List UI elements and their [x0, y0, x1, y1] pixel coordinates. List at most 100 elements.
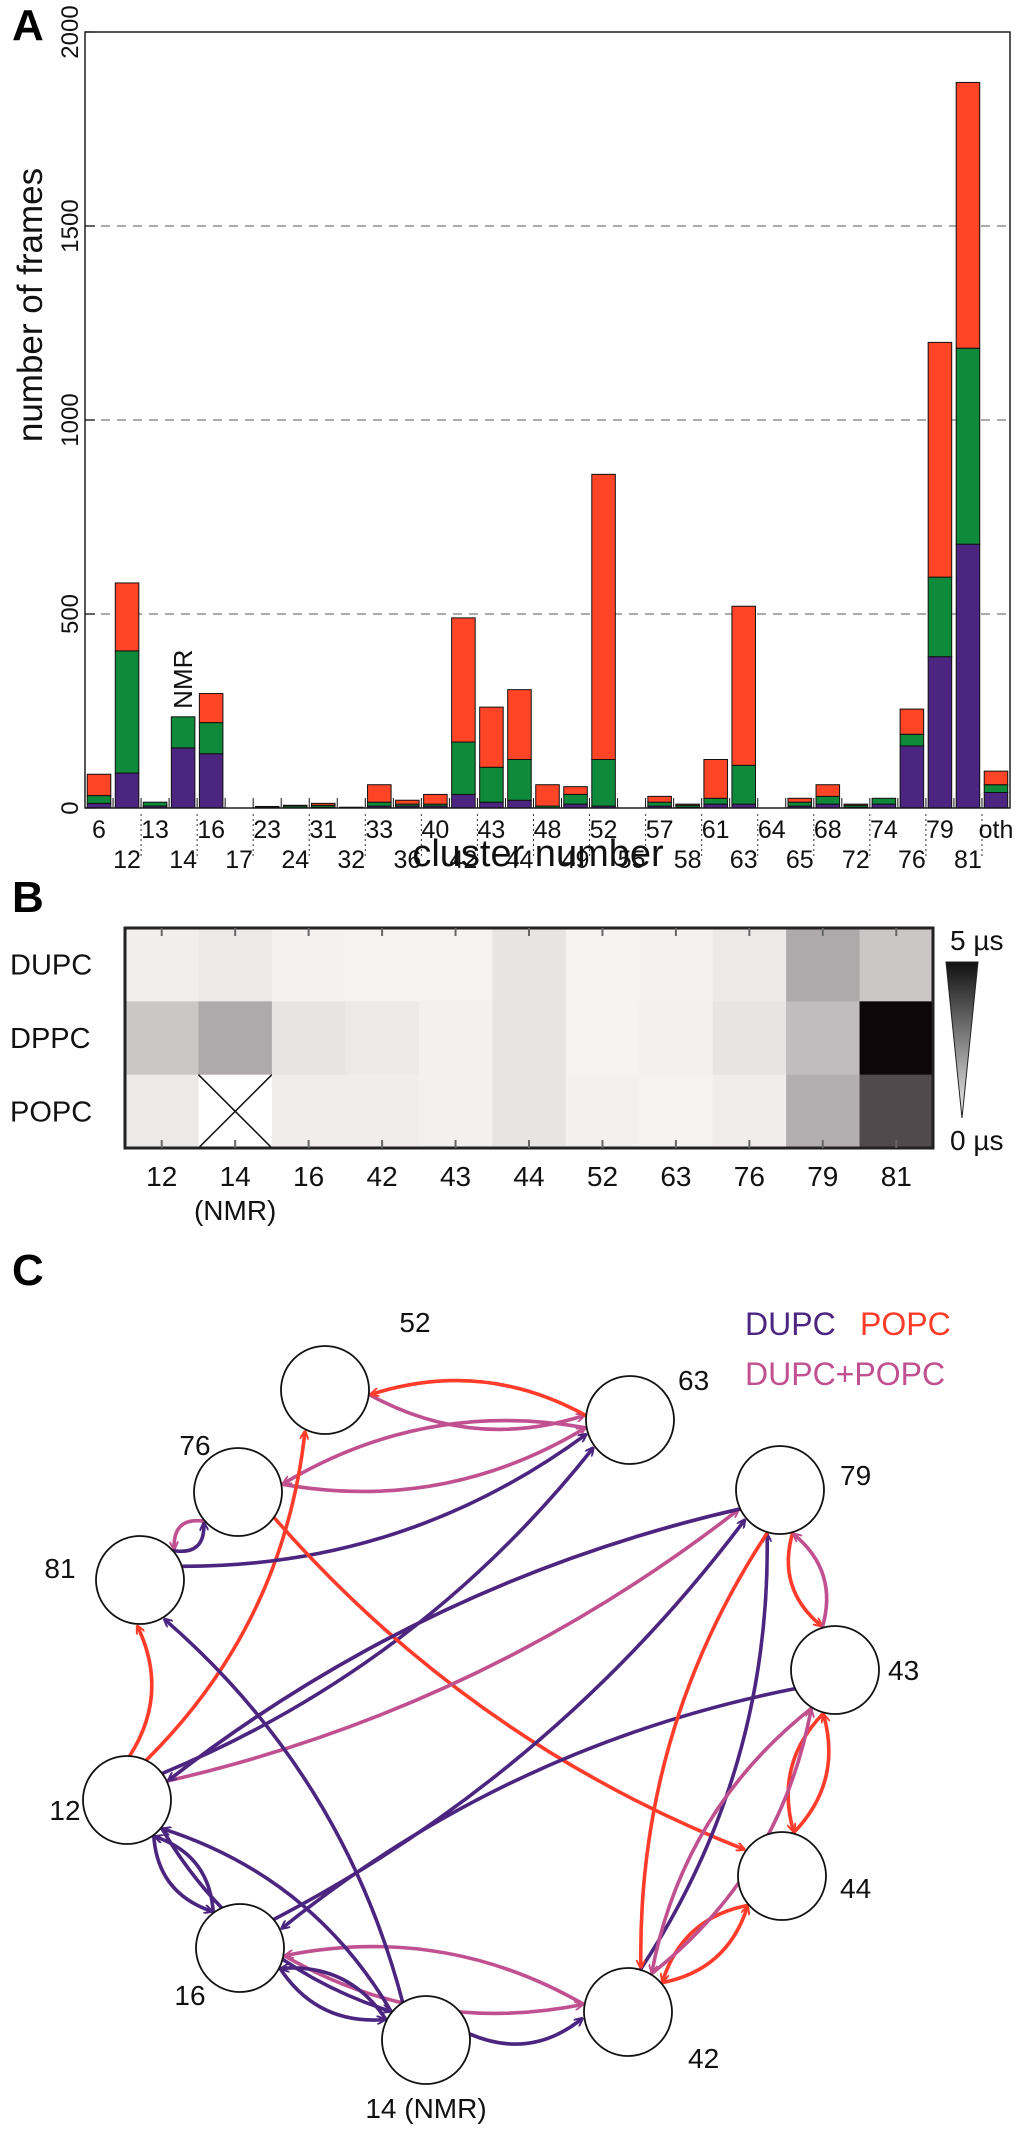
legend-dupc: DUPC: [745, 1306, 836, 1342]
column-label-44: 44: [513, 1161, 544, 1192]
bar-42-popc: [451, 617, 476, 743]
x-tick-label-63: 63: [730, 846, 758, 874]
heatmap-cell-dupc-44: [492, 928, 567, 1002]
bar-79-dupc: [927, 656, 953, 809]
bar-76-popc: [899, 708, 925, 735]
bar-72-popc: [843, 803, 869, 806]
column-sublabel-14: (NMR): [194, 1195, 276, 1226]
bar-81-popc: [955, 81, 981, 349]
bar-14-dppc: [170, 716, 196, 749]
bar-52-dppc: [591, 759, 616, 807]
bar-68-dppc: [815, 795, 841, 805]
y-tick-label-1000: 1000: [57, 393, 84, 446]
heatmap-cell-dppc-81: [859, 1001, 934, 1076]
edge-76-to-63: [280, 1428, 584, 1494]
x-tick-label-23: 23: [253, 816, 281, 844]
x-tick-label-24: 24: [281, 846, 309, 874]
column-label-79: 79: [807, 1161, 838, 1192]
edge-81-to-63: [181, 1434, 586, 1569]
heatmap-cell-dupc-76: [712, 928, 787, 1002]
heatmap-cell-dppc-14: [198, 1001, 273, 1076]
panel-b-heatmap: B DUPC DPPC POPC 12 14(NMR) 16 42 43 44 52 63 76 79…: [10, 873, 1003, 1226]
heatmap-cells: [123, 926, 935, 1150]
panel-a-label: A: [12, 1, 44, 50]
heatmap-cell-popc-16: [271, 1074, 346, 1149]
bar-65-popc: [787, 797, 813, 803]
x-tick-label-31: 31: [309, 816, 337, 844]
colorbar: 5 µs 0 µs: [945, 925, 1003, 1156]
x-tick-label-43: 43: [478, 816, 506, 844]
heatmap-cell-dupc-63: [639, 928, 714, 1002]
edge-76-to-44: [272, 1516, 744, 1849]
bar-74-dppc: [871, 797, 897, 805]
node-label-42: 42: [688, 2043, 719, 2074]
heatmap-cell-dppc-42: [345, 1001, 420, 1076]
network-edges: [128, 1378, 831, 2046]
x-tick-label-17: 17: [225, 846, 253, 874]
panel-c-network: C 52 63 76 79 81 43 12 44 16 42 14 (NMR) DUPC POPC…: [12, 1246, 951, 2124]
legend: DUPC POPC DUPC+POPC: [745, 1306, 951, 1392]
heatmap-cell-dppc-12: [125, 1001, 199, 1076]
heatmap-cell-dupc-14: [198, 928, 273, 1002]
bar-43-dppc: [479, 766, 504, 803]
bar-49-dppc: [563, 793, 588, 805]
edge-14-to-12: [163, 1829, 394, 2014]
bar-81-dupc: [955, 543, 981, 809]
bar-68-popc: [815, 784, 841, 797]
y-tick-label-500: 500: [57, 594, 84, 634]
panel-b-label: B: [12, 873, 44, 922]
bar-13-dppc: [142, 801, 168, 807]
bar-14-dupc: [170, 747, 196, 809]
bar-43-dupc: [479, 801, 504, 809]
column-label-42: 42: [367, 1161, 398, 1192]
x-tick-labels: 6121314161723243132333640424344484952555…: [92, 816, 1013, 874]
x-tick-label-12: 12: [113, 846, 141, 874]
heatmap-cell-dupc-12: [125, 928, 199, 1002]
x-tick-label-65: 65: [786, 846, 814, 874]
bar-series: [86, 81, 1009, 809]
row-label-dppc: DPPC: [10, 1023, 91, 1055]
bar-16-dppc: [198, 722, 224, 755]
heatmap-cell-popc-79: [786, 1074, 861, 1149]
node-79: [735, 1445, 825, 1535]
column-label-81: 81: [881, 1161, 912, 1192]
x-tick-label-72: 72: [842, 846, 870, 874]
bar-81-dppc: [955, 347, 981, 545]
edge-63-to-76: [283, 1418, 588, 1484]
column-label-14: 14: [220, 1161, 251, 1192]
bar-23-popc: [254, 805, 280, 808]
column-label-63: 63: [660, 1161, 691, 1192]
bar-16-popc: [198, 693, 224, 724]
bar-24-popc: [282, 804, 308, 807]
column-label-16: 16: [293, 1161, 324, 1192]
bar-49-popc: [563, 786, 588, 795]
x-tick-label-16: 16: [197, 816, 225, 844]
edge-79-to-42: [641, 1531, 770, 1968]
node-label-44: 44: [840, 1873, 871, 1904]
bar-42-dupc: [451, 793, 476, 809]
bar-79-dppc: [927, 576, 953, 658]
node-label-43: 43: [888, 1655, 919, 1686]
node-label-81: 81: [44, 1553, 75, 1584]
heatmap-cell-dppc-63: [639, 1001, 714, 1076]
x-tick-label-58: 58: [674, 846, 702, 874]
heatmap-cell-dupc-43: [418, 928, 493, 1002]
colorbar-min-label: 0 µs: [950, 1125, 1003, 1156]
heatmap-cell-dupc-79: [786, 928, 861, 1002]
bar-33-dppc: [367, 801, 392, 807]
bar-52-popc: [591, 473, 616, 760]
edge-44-to-43: [791, 1715, 831, 1835]
axes: [84, 31, 1011, 856]
heatmap-cell-dppc-44: [492, 1001, 567, 1076]
bar-12-popc: [114, 582, 140, 652]
x-tick-label-61: 61: [702, 816, 730, 844]
bar-oth-dppc: [983, 784, 1009, 793]
x-tick-label-40: 40: [421, 816, 449, 844]
node-16: [195, 1903, 285, 1993]
edge-12-to-81: [128, 1626, 154, 1758]
bar-oth-popc: [983, 770, 1009, 786]
heatmap-cell-popc-63: [639, 1074, 714, 1149]
heatmap-ticks: [160, 928, 898, 1148]
x-tick-label-42: 42: [450, 846, 478, 874]
edge-43-to-44: [786, 1711, 826, 1832]
